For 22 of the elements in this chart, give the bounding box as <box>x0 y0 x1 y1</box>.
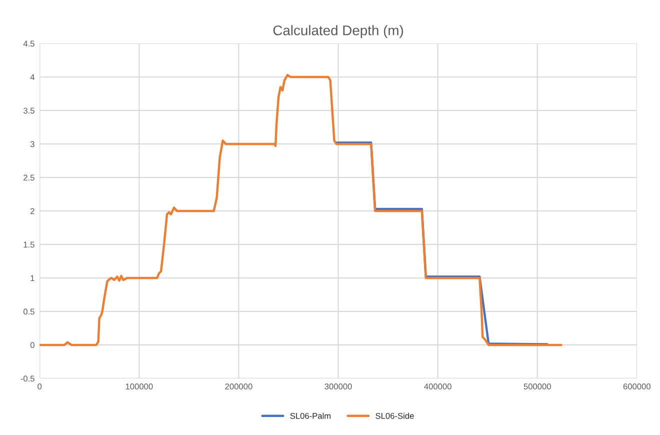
x-tick-label: 200000 <box>225 384 252 390</box>
chart-title: Calculated Depth (m) <box>273 25 404 38</box>
y-tick-label: 3.5 <box>23 108 34 114</box>
x-tick-label: 100000 <box>126 384 153 390</box>
y-tick-label: 0 <box>30 342 34 348</box>
y-tick-label: 4 <box>30 74 34 80</box>
x-tick-label: 400000 <box>424 384 452 390</box>
x-tick-label: 300000 <box>324 384 352 390</box>
legend-label: SL06-Palm <box>290 412 331 419</box>
x-tick-label: 500000 <box>524 384 551 390</box>
legend-label: SL06-Side <box>376 412 414 419</box>
y-tick-label: 1.5 <box>24 242 34 248</box>
y-tick-label: 0.5 <box>23 308 34 315</box>
x-tick-label: 600000 <box>623 384 650 390</box>
x-tick-label: 0 <box>38 384 42 390</box>
y-tick-label: 2 <box>30 208 34 214</box>
y-tick-label: -0.5 <box>20 376 34 382</box>
y-tick-label: 3 <box>30 141 34 148</box>
y-tick-label: 1 <box>30 275 34 281</box>
y-tick-label: 2.5 <box>24 174 34 181</box>
line-series <box>40 74 562 346</box>
y-tick-label: 4.5 <box>23 40 34 47</box>
